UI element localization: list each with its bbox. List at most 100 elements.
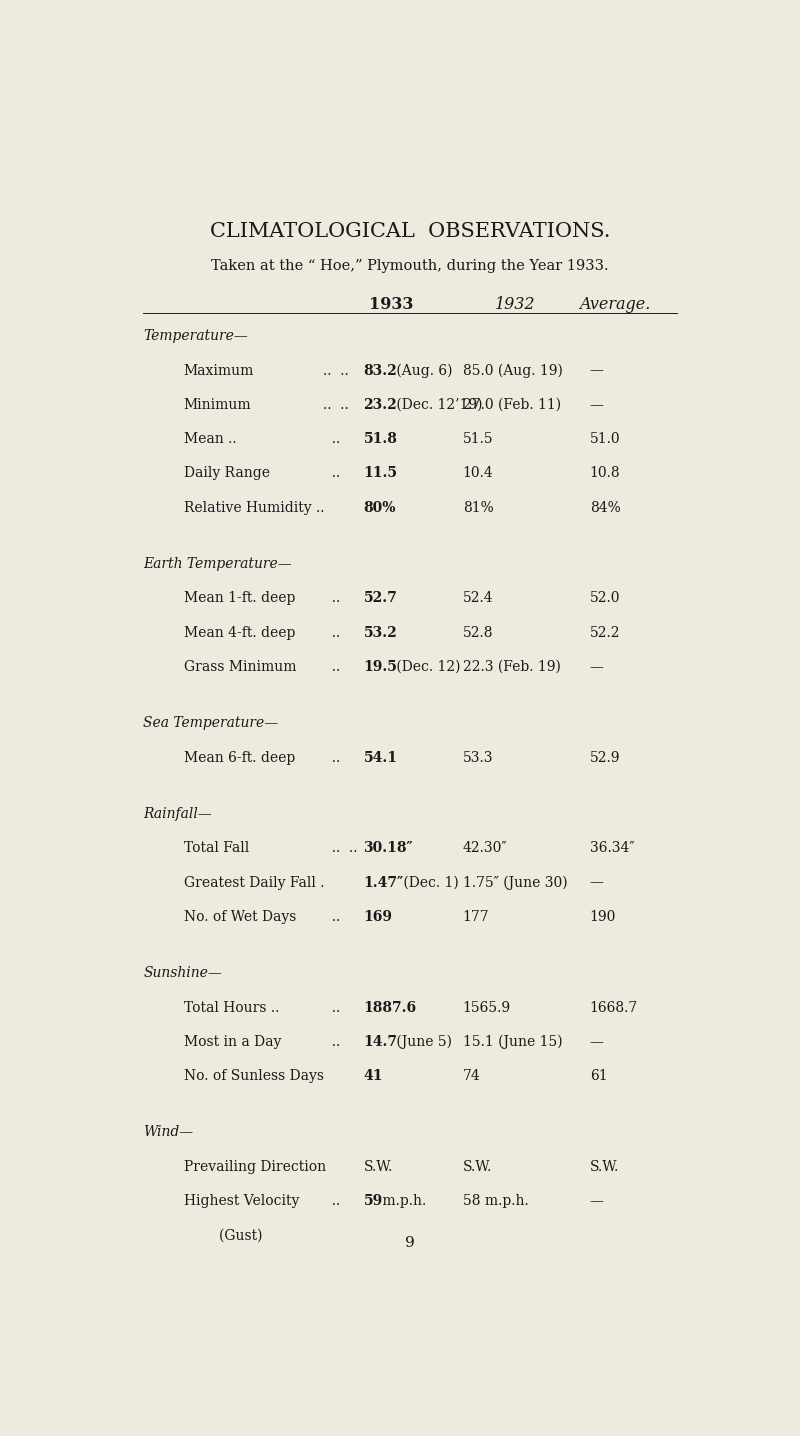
Text: 52.4: 52.4 (462, 592, 494, 606)
Text: 52.2: 52.2 (590, 626, 620, 639)
Text: 190: 190 (590, 910, 616, 923)
Text: Mean 4-ft. deep: Mean 4-ft. deep (184, 626, 295, 639)
Text: ..: .. (323, 1035, 341, 1048)
Text: (Dec. 1): (Dec. 1) (399, 876, 459, 889)
Text: 52.7: 52.7 (363, 592, 398, 606)
Text: 54.1: 54.1 (363, 751, 398, 764)
Text: ..: .. (323, 751, 341, 764)
Text: —: — (590, 398, 604, 412)
Text: Total Fall: Total Fall (184, 841, 249, 856)
Text: ..  ..: .. .. (323, 398, 349, 412)
Text: 1565.9: 1565.9 (462, 1001, 511, 1014)
Text: Temperature—: Temperature— (143, 329, 248, 343)
Text: 169: 169 (363, 910, 393, 923)
Text: 85.0 (Aug. 19): 85.0 (Aug. 19) (462, 363, 562, 378)
Text: 51.5: 51.5 (462, 432, 494, 447)
Text: —: — (590, 661, 604, 673)
Text: Prevailing Direction: Prevailing Direction (184, 1160, 326, 1173)
Text: 27.0 (Feb. 11): 27.0 (Feb. 11) (462, 398, 561, 412)
Text: 74: 74 (462, 1068, 481, 1083)
Text: 41: 41 (363, 1068, 383, 1083)
Text: 14.7: 14.7 (363, 1035, 398, 1048)
Text: Taken at the “ Hoe,” Plymouth, during the Year 1933.: Taken at the “ Hoe,” Plymouth, during th… (211, 258, 609, 273)
Text: 1.47″: 1.47″ (363, 876, 404, 889)
Text: —: — (590, 1193, 604, 1208)
Text: ..: .. (323, 1193, 341, 1208)
Text: 177: 177 (462, 910, 490, 923)
Text: ..: .. (323, 626, 341, 639)
Text: 52.9: 52.9 (590, 751, 620, 764)
Text: Daily Range: Daily Range (184, 467, 270, 481)
Text: 53.2: 53.2 (363, 626, 398, 639)
Text: S.W.: S.W. (462, 1160, 492, 1173)
Text: 1668.7: 1668.7 (590, 1001, 638, 1014)
Text: 61: 61 (590, 1068, 607, 1083)
Text: Wind—: Wind— (143, 1126, 194, 1139)
Text: 52.0: 52.0 (590, 592, 620, 606)
Text: m.p.h.: m.p.h. (378, 1193, 426, 1208)
Text: ..: .. (323, 592, 341, 606)
Text: 1.75″ (June 30): 1.75″ (June 30) (462, 876, 567, 890)
Text: (Dec. 12’19): (Dec. 12’19) (392, 398, 482, 412)
Text: 30.18″: 30.18″ (363, 841, 414, 856)
Text: 36.34″: 36.34″ (590, 841, 634, 856)
Text: CLIMATOLOGICAL  OBSERVATIONS.: CLIMATOLOGICAL OBSERVATIONS. (210, 223, 610, 241)
Text: Mean 6-ft. deep: Mean 6-ft. deep (184, 751, 295, 764)
Text: 81%: 81% (462, 501, 494, 514)
Text: Highest Velocity: Highest Velocity (184, 1193, 299, 1208)
Text: —: — (590, 363, 604, 378)
Text: S.W.: S.W. (590, 1160, 619, 1173)
Text: ..  ..: .. .. (323, 363, 349, 378)
Text: (June 5): (June 5) (392, 1035, 452, 1050)
Text: No. of Wet Days: No. of Wet Days (184, 910, 296, 923)
Text: (Dec. 12): (Dec. 12) (392, 661, 461, 673)
Text: 9: 9 (405, 1236, 415, 1249)
Text: Mean ..: Mean .. (184, 432, 236, 447)
Text: Greatest Daily Fall .: Greatest Daily Fall . (184, 876, 324, 889)
Text: (Gust): (Gust) (184, 1228, 262, 1242)
Text: 51.8: 51.8 (363, 432, 398, 447)
Text: Most in a Day: Most in a Day (184, 1035, 281, 1048)
Text: 42.30″: 42.30″ (462, 841, 507, 856)
Text: No. of Sunless Days: No. of Sunless Days (184, 1068, 324, 1083)
Text: 80%: 80% (363, 501, 396, 514)
Text: Earth Temperature—: Earth Temperature— (143, 557, 292, 572)
Text: 1887.6: 1887.6 (363, 1001, 417, 1014)
Text: Minimum: Minimum (184, 398, 251, 412)
Text: ..: .. (323, 432, 341, 447)
Text: (Aug. 6): (Aug. 6) (392, 363, 453, 378)
Text: 53.3: 53.3 (462, 751, 493, 764)
Text: S.W.: S.W. (363, 1160, 393, 1173)
Text: 11.5: 11.5 (363, 467, 398, 481)
Text: ..: .. (323, 1001, 341, 1014)
Text: ..: .. (323, 661, 341, 673)
Text: —: — (590, 1035, 604, 1048)
Text: Mean 1-ft. deep: Mean 1-ft. deep (184, 592, 295, 606)
Text: Average.: Average. (579, 296, 650, 313)
Text: ..: .. (323, 467, 341, 481)
Text: 10.8: 10.8 (590, 467, 621, 481)
Text: 59: 59 (363, 1193, 382, 1208)
Text: 15.1 (June 15): 15.1 (June 15) (462, 1035, 562, 1050)
Text: 58 m.p.h.: 58 m.p.h. (462, 1193, 529, 1208)
Text: 84%: 84% (590, 501, 621, 514)
Text: ..: .. (323, 910, 341, 923)
Text: 52.8: 52.8 (462, 626, 493, 639)
Text: 51.0: 51.0 (590, 432, 621, 447)
Text: 1932: 1932 (495, 296, 536, 313)
Text: Sunshine—: Sunshine— (143, 966, 222, 981)
Text: Rainfall—: Rainfall— (143, 807, 212, 821)
Text: 1933: 1933 (370, 296, 414, 313)
Text: 23.2: 23.2 (363, 398, 398, 412)
Text: Maximum: Maximum (184, 363, 254, 378)
Text: Relative Humidity ..: Relative Humidity .. (184, 501, 324, 514)
Text: 83.2: 83.2 (363, 363, 398, 378)
Text: Total Hours ..: Total Hours .. (184, 1001, 279, 1014)
Text: 10.4: 10.4 (462, 467, 494, 481)
Text: ..  ..: .. .. (323, 841, 358, 856)
Text: —: — (590, 876, 604, 889)
Text: Grass Minimum: Grass Minimum (184, 661, 296, 673)
Text: 22.3 (Feb. 19): 22.3 (Feb. 19) (462, 661, 561, 673)
Text: 19.5: 19.5 (363, 661, 398, 673)
Text: Sea Temperature—: Sea Temperature— (143, 717, 278, 731)
